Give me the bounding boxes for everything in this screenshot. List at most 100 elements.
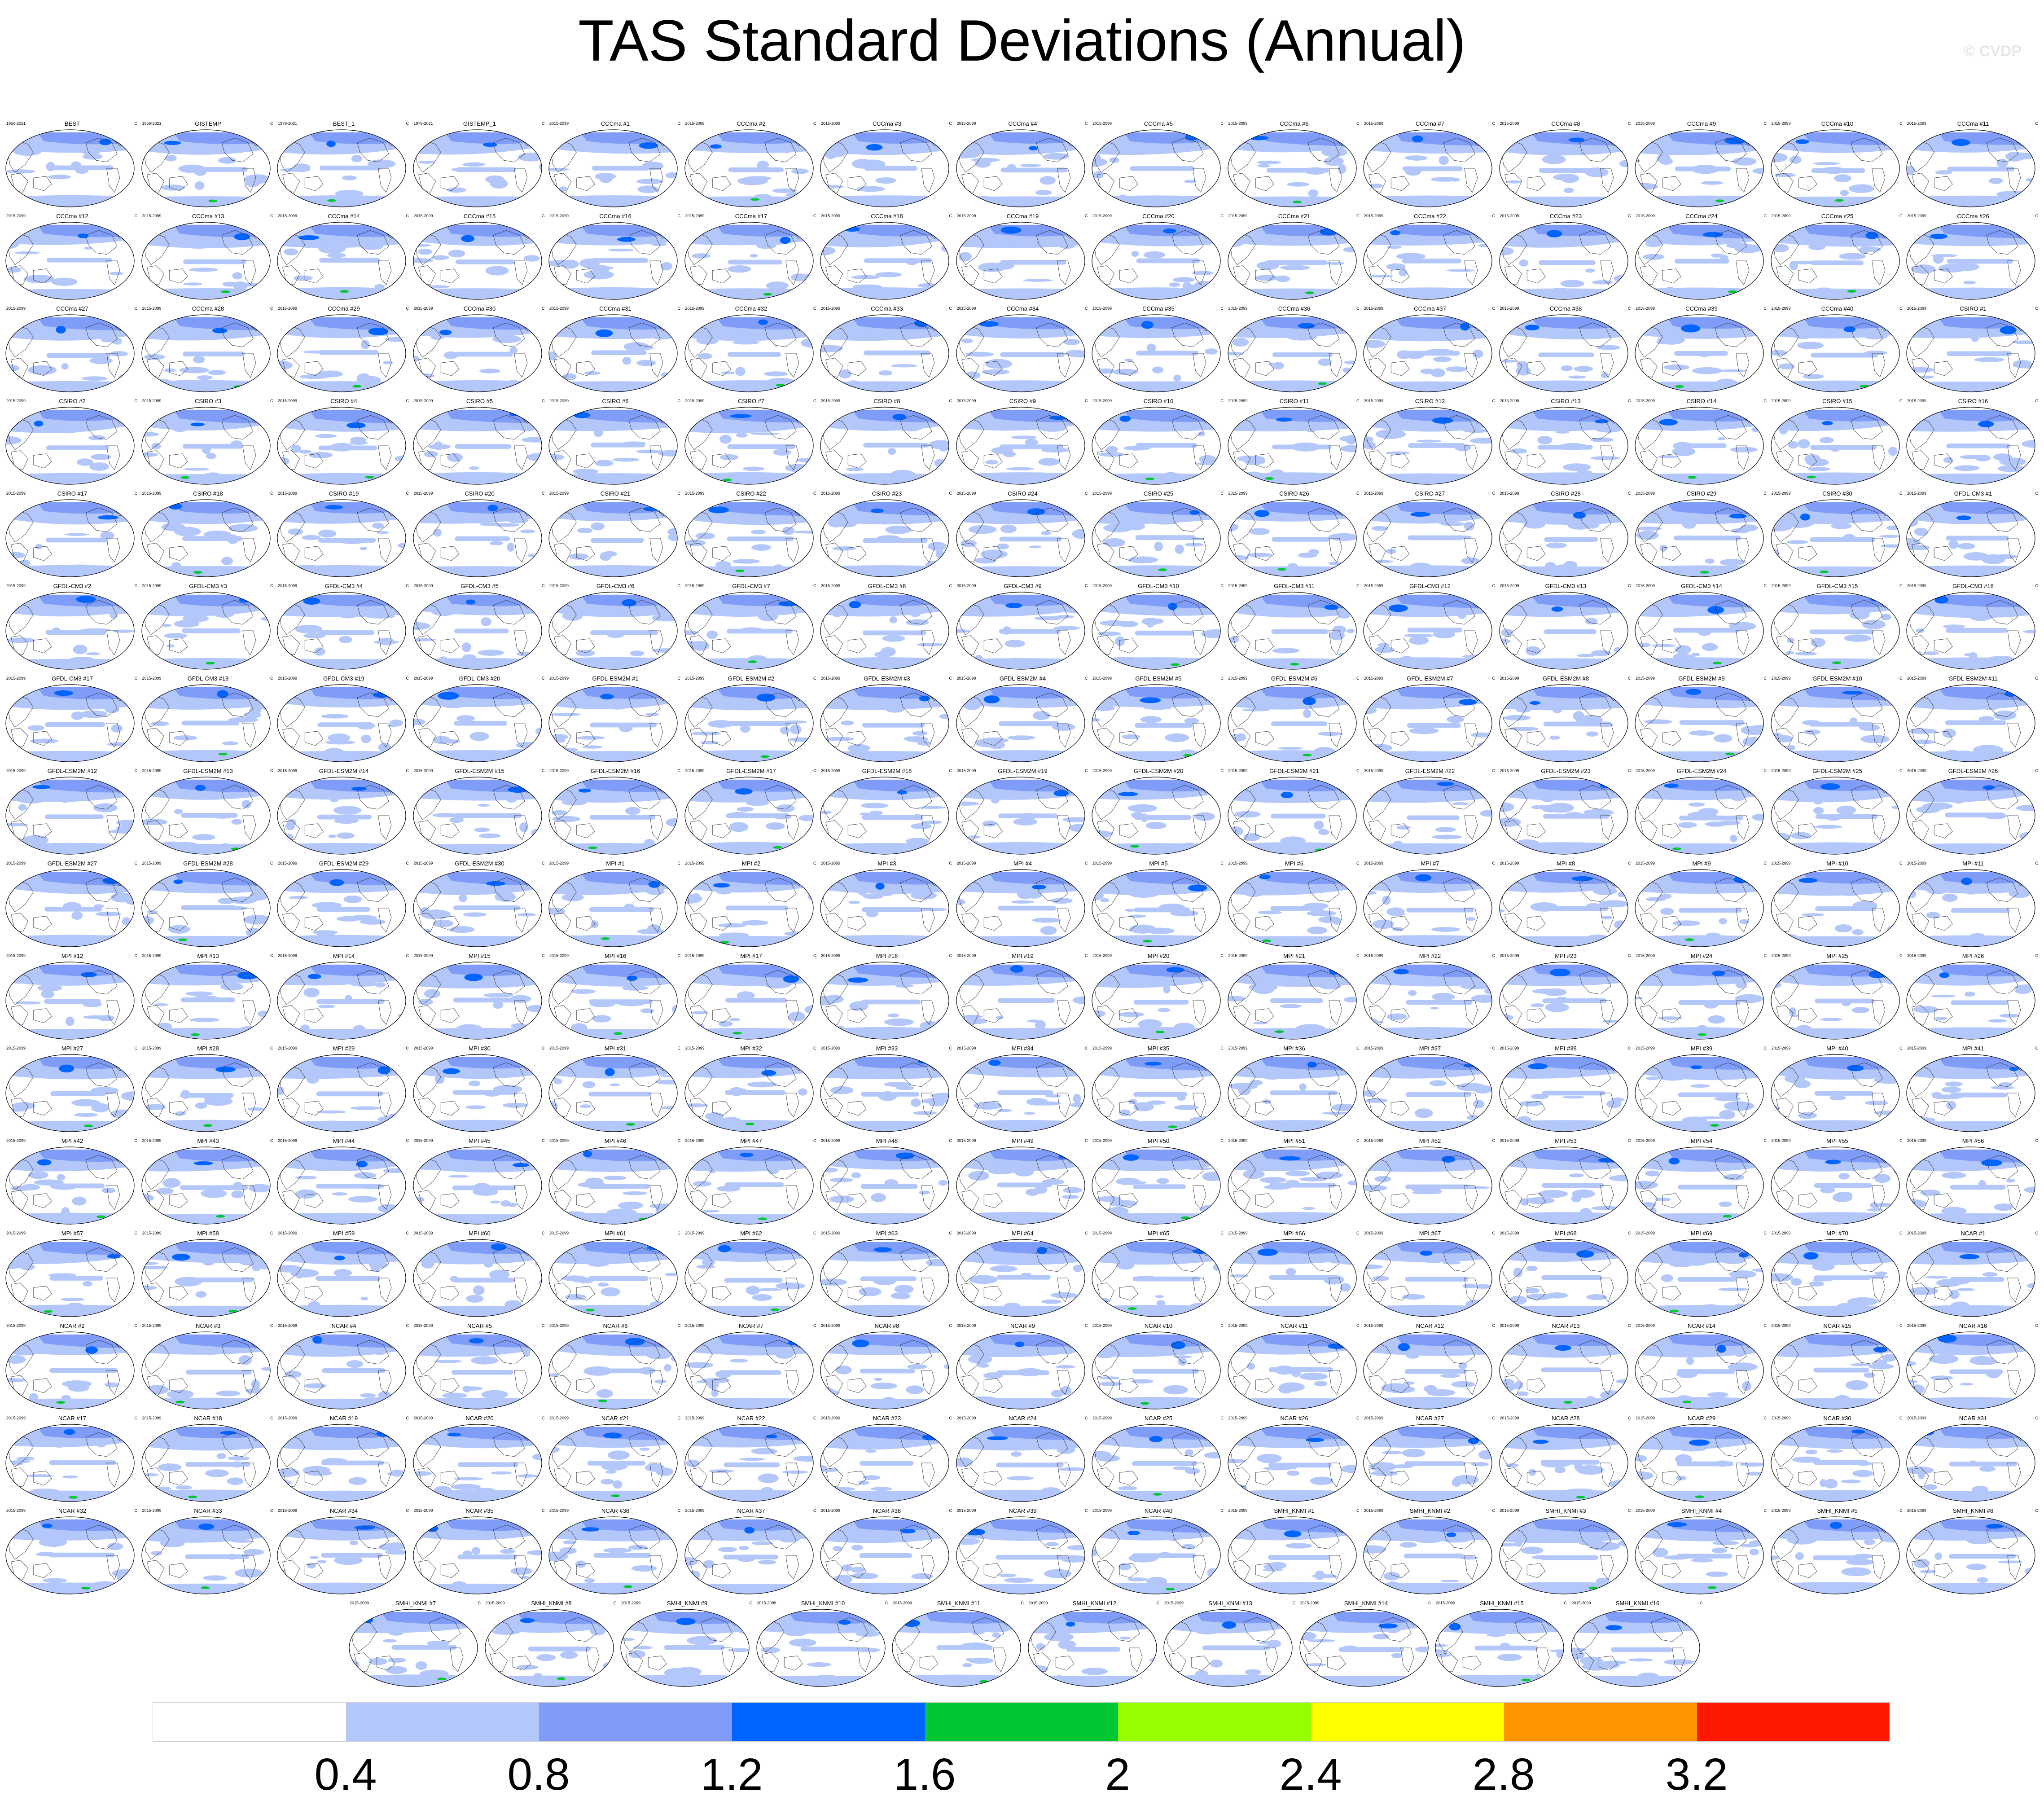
variability-patch — [302, 535, 320, 540]
variability-patch — [1703, 1000, 1719, 1009]
panel-unit: C — [1356, 861, 1360, 865]
variability-patch — [1299, 1177, 1327, 1181]
variability-patch — [508, 1203, 517, 1207]
panel-title: MPI #25 — [1826, 953, 1848, 959]
panel-title: GFDL-ESM2M #26 — [1948, 768, 1998, 774]
panel-years: 2015-2099 — [1907, 214, 1927, 218]
variability-high-patch — [1825, 1159, 1841, 1164]
variability-patch — [1093, 154, 1101, 163]
panel-title: GFDL-ESM2M #10 — [1812, 675, 1862, 682]
variability-patch — [1814, 825, 1842, 829]
variability-band-south — [549, 657, 677, 669]
variability-high-patch — [1956, 515, 1971, 521]
variability-peak-patch — [1672, 847, 1682, 850]
variability-patch — [83, 1001, 102, 1007]
panel-unit: C — [813, 953, 816, 958]
variability-patch — [1771, 350, 1787, 356]
variability-patch — [913, 814, 922, 821]
variability-patch — [984, 359, 1012, 369]
variability-patch — [652, 335, 672, 340]
variability-patch — [147, 608, 165, 614]
variability-patch — [1279, 1004, 1302, 1008]
variability-band-equatorial — [1272, 352, 1333, 357]
variability-patch — [552, 816, 581, 822]
variability-patch — [1586, 998, 1601, 1003]
panel-unit: C — [1220, 769, 1224, 773]
variability-peak-patch — [1819, 570, 1829, 573]
variability-patch — [1177, 1095, 1186, 1101]
map-panel: 2015-2099 CSIRO #19 C — [276, 490, 412, 579]
variability-patch — [1689, 730, 1715, 736]
variability-patch — [1859, 246, 1881, 252]
variability-high-patch — [1460, 322, 1470, 331]
map-panel: 2015-2099 GFDL-ESM2M #4 C — [955, 675, 1091, 764]
variability-patch — [727, 265, 751, 273]
map-panel: 2015-2099 CCCma #13 C — [140, 213, 276, 302]
variability-patch — [1096, 368, 1114, 374]
variability-patch — [82, 1281, 93, 1287]
map-panel: 2015-2099 MPI #31 C — [548, 1045, 683, 1134]
continent-outline — [1464, 168, 1478, 193]
continent-outline — [493, 230, 525, 255]
variability-patch — [336, 916, 361, 922]
panel-title: MPI #16 — [604, 953, 627, 959]
variability-band-equatorial — [725, 905, 788, 911]
variability-patch — [728, 822, 748, 832]
continent-outline — [1036, 137, 1068, 162]
variability-patch — [1866, 1208, 1883, 1212]
variability-patch — [1555, 430, 1570, 434]
variability-patch — [697, 353, 712, 360]
variability-band-equatorial — [1136, 258, 1200, 264]
cvdp-watermark: © CVDP — [1964, 43, 2022, 60]
continent-outline — [983, 361, 1003, 376]
panel-title: CCCma #9 — [1687, 120, 1716, 127]
variability-patch — [736, 991, 755, 1000]
panel-title: GFDL-CM3 #8 — [868, 583, 906, 589]
panel-title: CSIRO #12 — [1415, 398, 1445, 404]
world-map — [1635, 499, 1764, 577]
variability-patch — [1532, 988, 1562, 994]
variability-band-south — [6, 381, 134, 392]
variability-patch — [348, 1196, 377, 1203]
variability-patch — [1269, 886, 1277, 894]
variability-patch — [189, 268, 218, 272]
variability-patch — [592, 1015, 611, 1023]
variability-band-south — [1228, 936, 1356, 947]
world-map — [141, 407, 271, 485]
world-map — [412, 314, 542, 392]
panel-title: GFDL-CM3 #11 — [1274, 583, 1315, 589]
variability-patch — [227, 534, 239, 544]
variability-patch — [1430, 1006, 1439, 1010]
panel-unit: C — [1763, 861, 1767, 865]
world-map — [820, 407, 949, 485]
variability-patch — [321, 714, 349, 719]
panel-unit: C — [1220, 676, 1224, 681]
variability-patch — [7, 637, 35, 643]
panel-title: MPI #21 — [1283, 953, 1305, 959]
variability-patch — [329, 797, 339, 802]
panel-unit: C — [1356, 214, 1360, 218]
panel-unit: C — [134, 953, 138, 958]
continent-outline — [304, 361, 324, 376]
variability-patch — [1338, 164, 1346, 174]
variability-patch — [40, 239, 52, 243]
variability-patch — [790, 273, 808, 281]
variability-patch — [1457, 612, 1466, 619]
variability-patch — [1063, 339, 1080, 346]
continent-outline — [1119, 361, 1138, 376]
variability-patch — [1613, 285, 1628, 289]
panel-unit: C — [1763, 953, 1767, 958]
variability-patch — [14, 251, 40, 255]
variability-patch — [1556, 997, 1568, 1001]
variability-patch — [896, 1086, 914, 1090]
variability-patch — [1263, 1184, 1291, 1190]
variability-patch — [2005, 152, 2035, 160]
continent-outline — [1798, 176, 1817, 191]
variability-patch — [1374, 1176, 1391, 1182]
variability-patch — [1152, 366, 1164, 373]
world-map — [956, 314, 1085, 392]
continent-outline — [1934, 268, 1953, 284]
variability-patch — [982, 369, 1009, 375]
panel-title: CSIRO #11 — [1279, 398, 1309, 404]
panel-title: CCCma #32 — [735, 305, 768, 312]
